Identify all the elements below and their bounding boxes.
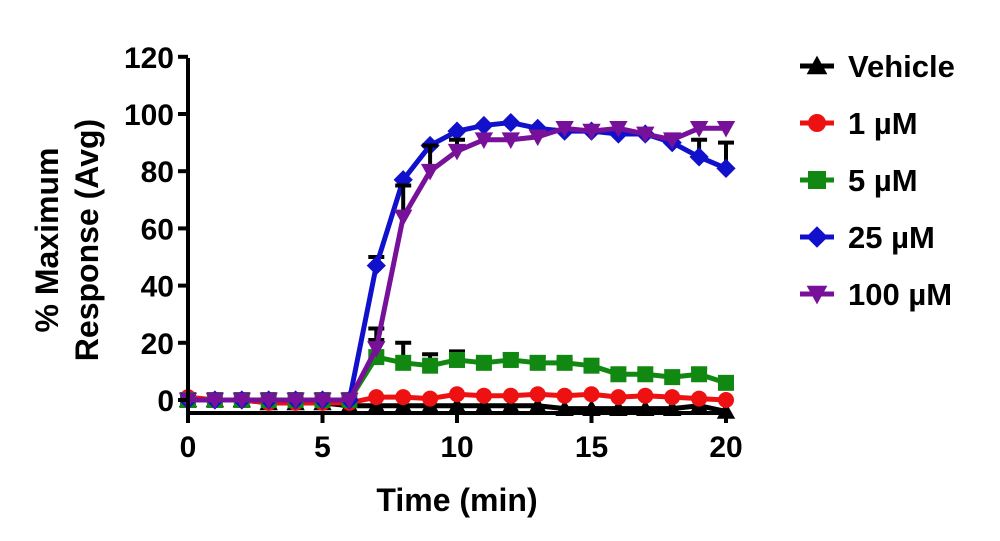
legend-item: 100 µM <box>800 277 952 312</box>
data-point <box>664 369 681 386</box>
data-point <box>609 120 628 138</box>
series-5 <box>178 120 736 410</box>
data-point <box>691 390 708 407</box>
data-point <box>718 392 734 408</box>
legend-label: Vehicle <box>848 49 955 84</box>
data-point <box>502 387 519 404</box>
x-tick-label: 5 <box>314 431 331 464</box>
data-point <box>637 387 654 404</box>
legend-item: 25 µM <box>800 220 935 255</box>
legend: Vehicle 1 µM 5 µM 25 µM 100 µM <box>800 49 955 312</box>
data-point <box>475 387 492 404</box>
data-point <box>259 392 278 410</box>
plot-area <box>178 112 736 419</box>
data-point <box>664 389 681 406</box>
data-point <box>447 143 467 161</box>
data-point <box>367 341 386 358</box>
y-axis-title-line-2: Response (Avg) <box>69 119 105 361</box>
data-point <box>474 115 494 136</box>
legend-marker <box>808 114 826 132</box>
data-point <box>449 386 465 403</box>
data-point <box>529 354 546 371</box>
data-point <box>422 390 439 407</box>
data-point <box>583 386 600 403</box>
data-point <box>394 209 413 227</box>
data-point <box>366 255 386 276</box>
legend-item: 1 µM <box>800 106 918 141</box>
data-point <box>395 354 412 371</box>
data-point <box>395 389 412 406</box>
data-point <box>313 392 332 410</box>
y-tick-label: 0 <box>157 385 174 418</box>
x-tick-label: 15 <box>575 431 608 464</box>
x-axis-title: Time (min) <box>376 482 537 518</box>
y-tick-label: 100 <box>124 99 174 132</box>
data-point <box>718 374 734 391</box>
y-tick-label: 20 <box>141 328 174 361</box>
data-point <box>610 366 627 383</box>
data-point <box>636 126 655 144</box>
x-tick-label: 10 <box>440 431 473 464</box>
legend-label: 1 µM <box>848 106 918 141</box>
x-tick-label: 0 <box>180 431 197 464</box>
data-point <box>528 396 547 414</box>
data-point <box>583 357 600 374</box>
y-tick-label: 60 <box>141 213 174 246</box>
data-point <box>447 396 467 414</box>
data-point <box>529 386 546 403</box>
y-tick-label: 80 <box>141 156 174 189</box>
data-point <box>286 392 305 410</box>
data-point <box>637 366 654 383</box>
legend-marker <box>806 226 828 248</box>
data-point <box>447 121 467 141</box>
data-point <box>689 120 709 138</box>
data-point <box>501 396 520 414</box>
legend-label: 25 µM <box>848 220 935 255</box>
data-point <box>556 387 573 404</box>
data-point <box>474 396 494 414</box>
data-point <box>663 132 682 149</box>
legend-marker <box>806 55 828 75</box>
data-point <box>691 366 708 383</box>
data-point <box>716 158 736 178</box>
legend-label: 5 µM <box>848 163 918 198</box>
data-point <box>556 354 573 371</box>
y-axis-title-line-1: % Maximum <box>29 148 65 333</box>
y-tick-label: 120 <box>124 42 174 75</box>
data-point <box>368 389 385 406</box>
data-point <box>501 112 521 133</box>
y-tick-label: 40 <box>141 271 174 304</box>
data-point <box>502 351 519 368</box>
data-point <box>449 351 465 368</box>
data-point <box>420 163 440 181</box>
data-point <box>232 392 251 410</box>
axes: 0 20 40 60 80 100 120 0 5 10 15 20 Time (min) % Maxim… <box>29 42 743 518</box>
data-point <box>555 120 574 138</box>
data-point <box>501 132 520 149</box>
x-tick-label: 20 <box>709 431 742 464</box>
legend-item: Vehicle <box>800 49 955 84</box>
data-point <box>475 354 492 371</box>
data-point <box>422 357 439 374</box>
data-point <box>582 123 601 141</box>
legend-marker <box>806 285 828 305</box>
data-point <box>610 389 627 406</box>
legend-label: 100 µM <box>848 277 952 312</box>
data-point <box>340 392 359 410</box>
data-point <box>528 129 547 147</box>
data-point <box>689 147 709 167</box>
legend-marker <box>808 171 826 189</box>
data-point <box>716 120 736 138</box>
legend-item: 5 µM <box>800 163 918 198</box>
data-point <box>474 132 494 149</box>
data-point <box>205 392 225 410</box>
